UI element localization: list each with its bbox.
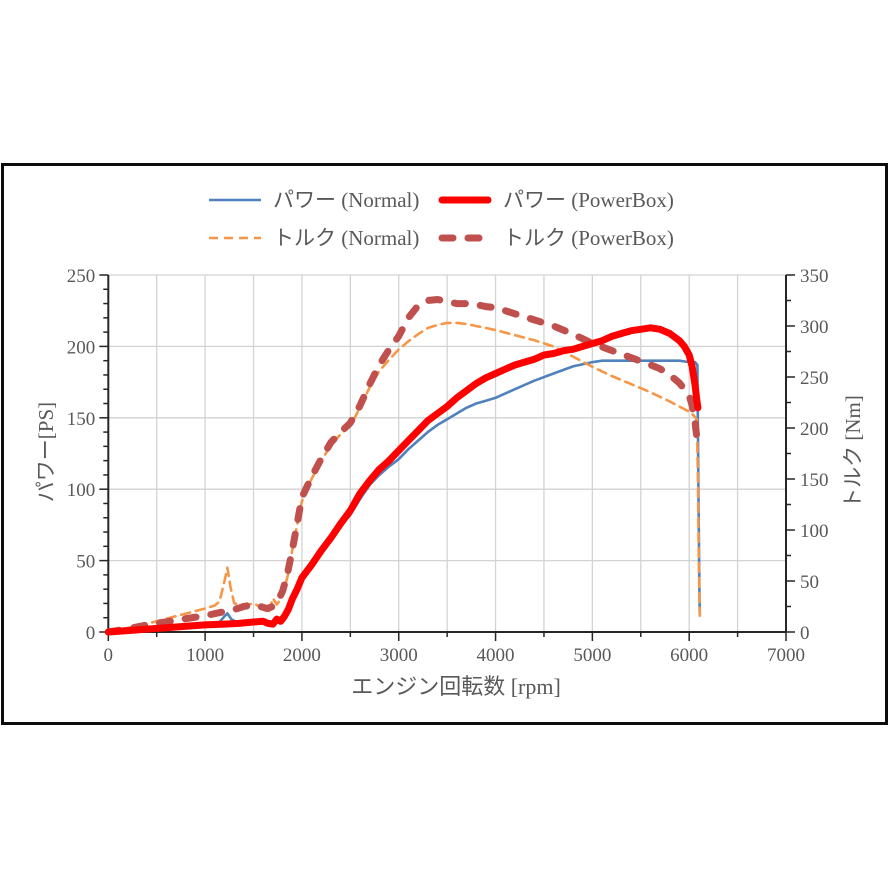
legend-item-power-powerbox: パワー (PowerBox) (437, 186, 674, 214)
legend-label-power-powerbox: パワー (PowerBox) (503, 188, 674, 212)
svg-text:4000: 4000 (477, 645, 515, 666)
svg-text:6000: 6000 (670, 645, 708, 666)
curve-torque-powerbox (104, 296, 702, 636)
svg-text:300: 300 (800, 317, 829, 338)
svg-text:0: 0 (104, 645, 114, 666)
torque-normal-line-swatch-icon (209, 236, 261, 240)
svg-text:150: 150 (67, 409, 96, 430)
power-powerbox-line-swatch-icon (438, 196, 492, 204)
svg-text:0: 0 (800, 623, 810, 644)
svg-text:1000: 1000 (186, 645, 224, 666)
curve-power-normal (107, 359, 702, 634)
svg-text:250: 250 (67, 266, 96, 287)
power-normal-line-swatch-icon (209, 198, 261, 202)
legend-item-torque-normal: トルク (Normal) (207, 224, 419, 252)
y-axis-title-right: トルク [Nm] (841, 395, 865, 509)
svg-text:100: 100 (67, 480, 96, 501)
svg-text:3000: 3000 (380, 645, 418, 666)
svg-text:0: 0 (86, 623, 96, 644)
x-axis-title: エンジン回転数 [rpm] (351, 674, 561, 699)
legend-label-torque-powerbox: トルク (PowerBox) (503, 226, 674, 250)
svg-text:350: 350 (800, 266, 829, 287)
y-axis-title-left: パワー[PS] (34, 401, 58, 503)
legend-label-power-normal: パワー (Normal) (273, 188, 420, 212)
svg-text:100: 100 (800, 521, 829, 542)
curve-torque-normal (107, 321, 702, 634)
legend-item-torque-powerbox: トルク (PowerBox) (437, 224, 674, 252)
svg-text:5000: 5000 (573, 645, 611, 666)
torque-powerbox-line-swatch-icon (438, 234, 492, 242)
legend-item-power-normal: パワー (Normal) (207, 186, 419, 214)
svg-text:50: 50 (76, 552, 95, 573)
curve-power-powerbox (104, 324, 702, 636)
svg-text:150: 150 (800, 470, 829, 491)
svg-text:200: 200 (67, 337, 96, 358)
legend-label-torque-normal: トルク (Normal) (273, 226, 420, 250)
svg-text:250: 250 (800, 368, 829, 389)
svg-text:2000: 2000 (283, 645, 321, 666)
svg-text:200: 200 (800, 419, 829, 440)
svg-text:50: 50 (800, 572, 819, 593)
svg-text:7000: 7000 (767, 645, 805, 666)
